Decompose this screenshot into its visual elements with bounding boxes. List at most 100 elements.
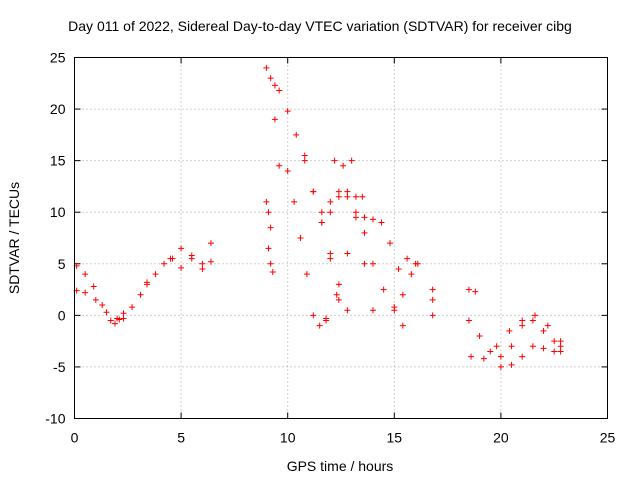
data-point	[540, 327, 547, 334]
data-point	[399, 291, 406, 298]
data-point	[310, 312, 317, 319]
data-point	[335, 296, 342, 303]
data-point	[318, 219, 325, 226]
series-arc-3c	[265, 245, 276, 276]
data-point	[399, 322, 406, 329]
data-point	[267, 260, 274, 267]
series-arc-1a	[73, 287, 127, 322]
data-point	[92, 296, 99, 303]
data-point	[414, 260, 421, 267]
data-point	[291, 198, 298, 205]
series-arc-2	[143, 240, 214, 286]
data-point	[557, 343, 564, 350]
data-point	[327, 250, 334, 257]
data-point	[301, 152, 308, 159]
data-point	[493, 343, 500, 350]
data-point	[340, 162, 347, 169]
data-point	[544, 322, 551, 329]
data-point	[395, 265, 402, 272]
data-point	[344, 188, 351, 195]
data-point	[352, 209, 359, 216]
data-point	[112, 320, 119, 327]
x-tick-label: 10	[280, 430, 296, 446]
x-axis-label: GPS time / hours	[287, 458, 394, 474]
x-tick-label: 20	[493, 430, 509, 446]
data-point	[335, 193, 342, 200]
data-point	[284, 108, 291, 115]
series-arc-15	[465, 317, 564, 360]
series-arc-12	[391, 260, 421, 314]
data-point	[429, 312, 436, 319]
data-point	[188, 255, 195, 262]
x-tick-label: 5	[177, 430, 185, 446]
data-point	[107, 317, 114, 324]
data-point	[316, 322, 323, 329]
series-arc-2b	[167, 255, 214, 272]
data-point	[429, 296, 436, 303]
x-tick-label: 15	[387, 430, 403, 446]
axis-ticks: -10 -5 0 5 10 15 20 25 0 5 10 15 20 25	[45, 50, 615, 446]
data-point	[318, 209, 325, 216]
data-point	[120, 315, 127, 322]
data-point	[327, 209, 334, 216]
data-point	[284, 167, 291, 174]
data-point	[506, 327, 513, 334]
y-tick-label: 15	[50, 153, 66, 169]
series-arc-8	[327, 188, 406, 329]
data-point	[129, 304, 136, 311]
plot-frame	[74, 57, 608, 419]
data-point	[161, 260, 168, 267]
data-point	[557, 348, 564, 355]
series-arc-16	[468, 312, 564, 362]
data-point	[480, 355, 487, 362]
series-arc-7	[318, 188, 376, 314]
series-arc-4	[284, 167, 330, 329]
data-point	[429, 286, 436, 293]
data-point	[82, 271, 89, 278]
data-point	[143, 279, 150, 286]
data-point	[301, 157, 308, 164]
data-point	[378, 219, 385, 226]
data-point	[529, 343, 536, 350]
data-point	[267, 224, 274, 231]
data-point	[359, 193, 366, 200]
data-point	[361, 214, 368, 221]
y-tick-label: 0	[58, 307, 66, 323]
data-point	[178, 245, 185, 252]
data-point	[369, 216, 376, 223]
data-point	[82, 289, 89, 296]
data-point	[352, 193, 359, 200]
data-point	[468, 353, 475, 360]
data-point	[508, 361, 515, 368]
data-point	[167, 255, 174, 262]
data-point	[348, 157, 355, 164]
data-point	[120, 310, 127, 317]
data-point	[487, 348, 494, 355]
series-arc-1b	[73, 262, 123, 324]
data-point	[199, 260, 206, 267]
data-point	[391, 307, 398, 314]
y-tick-label: 20	[50, 101, 66, 117]
data-point	[269, 269, 276, 276]
data-point	[465, 317, 472, 324]
data-point	[263, 64, 270, 71]
data-point	[540, 345, 547, 352]
data-point	[99, 302, 106, 309]
data-point	[465, 286, 472, 293]
data-point	[207, 240, 214, 247]
data-point	[331, 157, 338, 164]
series-arc-3	[263, 64, 283, 94]
data-point	[532, 312, 539, 319]
data-point	[344, 250, 351, 257]
data-point	[267, 75, 274, 82]
x-tick-label: 25	[600, 430, 616, 446]
data-point	[551, 338, 558, 345]
data-point	[152, 271, 159, 278]
data-point	[271, 116, 278, 123]
series-arc-17	[497, 343, 564, 370]
data-point	[293, 131, 300, 138]
data-point	[116, 316, 123, 323]
series-arc-6	[301, 152, 351, 314]
data-point	[310, 188, 317, 195]
data-point	[352, 214, 359, 221]
